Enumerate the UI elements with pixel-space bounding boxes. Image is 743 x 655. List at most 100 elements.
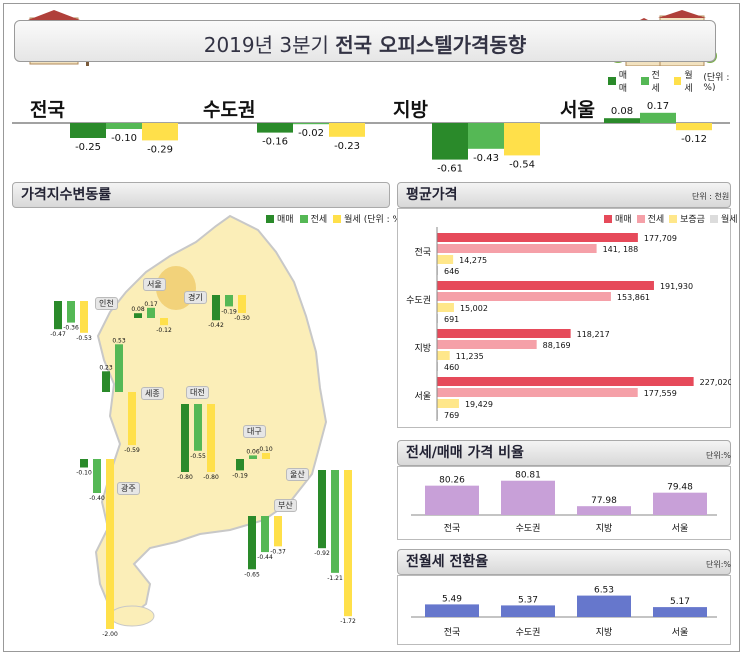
map-bar [262,453,270,459]
ratio-chart: 80.26 전국 80.81 수도권 77.98 지방 79.48 서울 [411,471,717,534]
map-bar-label: -0.80 [177,474,193,481]
map-label-gwangju: 광주 [117,482,140,495]
avg-region-label: 수도권 [406,294,431,306]
map-bar-label: -0.44 [257,554,273,561]
map-bar [331,470,339,573]
top-change-chart: -0.25 -0.10 -0.29 -0.16 -0.02 -0.23 -0.61 -0.43… [12,101,730,175]
map-section-title: 가격지수변동률 [12,182,390,208]
conversion-bar-label: 5.49 [442,594,462,604]
map-label-busan: 부산 [274,499,297,512]
map-legend: 매매 전세 월세 (단위 : %) [266,212,405,225]
avg-bar [437,340,537,349]
ratio-category-label: 전국 [444,523,461,534]
map-bar [207,404,215,472]
avg-bar [437,255,454,264]
avg-bar [437,388,638,397]
map-label-daejeon: 대전 [186,386,209,399]
avg-bar-label: 646 [444,267,459,276]
avg-bar [437,399,459,408]
top-bar-label: -0.12 [681,134,707,145]
map-bar-label: 0.23 [99,364,113,371]
map-label-seoul: 서울 [143,278,166,291]
top-region-2: 지방 [393,99,428,121]
map-legend-jeonse: 전세 [310,215,328,225]
top-bar-label: -0.54 [509,159,535,170]
avg-bar [437,233,638,242]
map-legend-swatch-sale [266,214,274,223]
avg-price-legend: 매매 전세 보증금 월세 [604,212,738,225]
top-bar-label: -0.16 [262,137,288,148]
map-bar-label: 0.08 [131,306,145,313]
avg-bar-label: 88,169 [543,341,571,350]
top-bar [329,123,365,137]
map-legend-monthly: 월세 [344,215,361,225]
avg-legend-0: 매매 [615,215,632,225]
avg-bar-label: 11,235 [456,352,484,361]
map-bar [80,301,88,333]
map-bar-label: -0.59 [124,447,140,454]
map-bar [115,344,123,392]
avg-bar-label: 177,559 [644,389,677,398]
map-label-daegu: 대구 [243,425,266,438]
avg-legend-swatch-3 [709,214,718,223]
top-bar [468,123,504,149]
map-bar-label: -1.72 [340,618,356,625]
map-bar-label: -1.21 [327,575,343,582]
avg-legend-swatch-1 [636,214,645,223]
avg-bar-label: 191,930 [660,282,693,291]
map-bar-label: -0.53 [76,335,92,342]
map-legend-unit: (단위 : %) [363,215,405,225]
avg-bar [437,303,454,312]
map-bar [344,470,352,617]
ratio-bar-label: 80.26 [439,476,465,486]
map-bar-label: -0.47 [50,331,66,338]
map-bar [134,313,142,318]
map-label-incheon: 인천 [95,297,118,310]
conversion-bar [425,604,479,617]
avg-bar-label: 15,002 [460,304,488,313]
ratio-bar [501,480,555,515]
legend-swatch-monthly [673,77,682,85]
map-bar [248,516,256,570]
map-bar [181,404,189,472]
avg-bar [437,292,611,301]
conversion-bar-label: 6.53 [594,586,614,596]
top-region-1: 수도권 [203,99,256,121]
map-bar-label: -0.36 [63,325,79,332]
conversion-bar [501,605,555,617]
map-bar [106,459,114,629]
top-bar [640,112,676,123]
avg-bar-label: 227,020 [700,378,731,387]
ratio-bar-label: 80.81 [515,471,541,481]
avg-bar-label: 19,429 [465,400,493,409]
avg-bar [437,244,597,253]
map-bar [194,404,202,451]
map-bar [274,516,282,547]
top-bar-label: 0.17 [647,101,669,112]
map-legend-swatch-monthly [333,214,342,223]
conversion-bar [653,607,707,617]
ratio-bar-label: 77.98 [591,496,617,506]
legend-label-sale: 매매 [618,71,628,94]
map-bar [236,459,244,471]
map-bar-label: 0.53 [112,337,126,344]
map-bar-label: -2.00 [102,631,118,638]
top-bar [432,123,468,160]
avg-bar [437,329,571,338]
avg-bar-label: 460 [444,363,459,372]
map-bar-label: -0.19 [232,472,248,479]
map-bar-label: -0.12 [156,327,172,334]
map-bar [238,295,246,313]
map-bar-label: -0.55 [190,453,206,460]
title-bar: 2019년 3분기 전국 오피스텔가격동향 [14,20,716,62]
map-bar-label: 0.17 [144,301,158,308]
avg-bar-label: 118,217 [577,330,610,339]
top-bar [257,123,293,133]
map-bar-label: -0.65 [244,571,260,578]
avg-bar-label: 153,861 [617,293,650,302]
map-bar-label: -0.19 [221,308,237,315]
conversion-bar-label: 5.37 [518,595,538,605]
map-label-sejong: 세종 [141,387,164,400]
top-bar [142,123,178,141]
